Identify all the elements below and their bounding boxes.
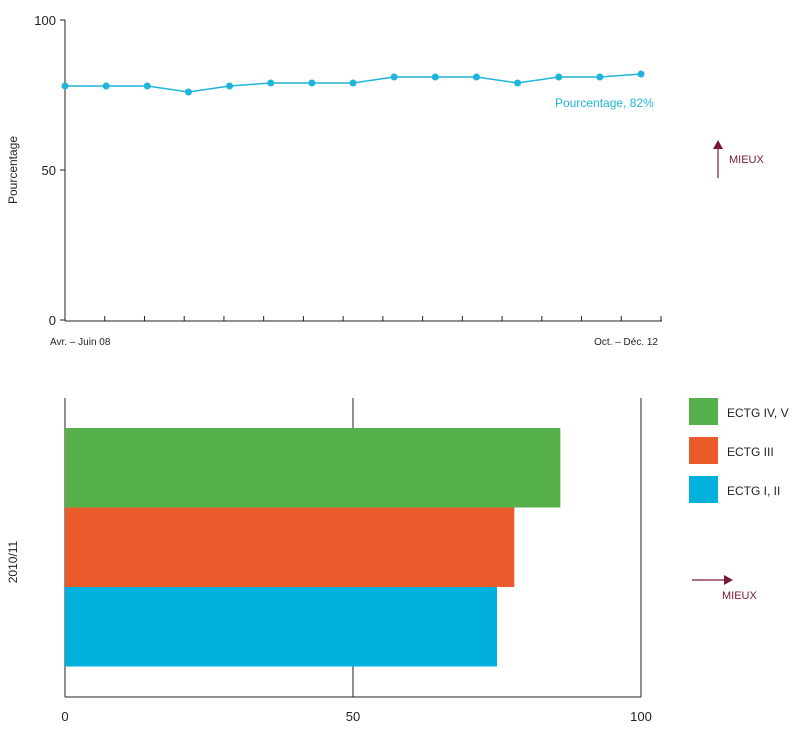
- data-point: [431, 73, 439, 81]
- x-start-label: Avr. – Juin 08: [50, 337, 111, 348]
- data-point: [349, 79, 357, 87]
- bar-chart: 0 50 100 2010/11 ECTG IV, V ECTG III ECTG I,…: [6, 398, 789, 724]
- data-point: [472, 73, 480, 81]
- data-point: [308, 79, 316, 87]
- data-point: [102, 82, 110, 90]
- line-chart: Pourcentage 0 50 100 Avr. – Juin 08 Oct. –…: [6, 13, 765, 348]
- direction-label-up: MIEUX: [729, 154, 765, 166]
- data-point: [596, 73, 604, 81]
- x-end-label: Oct. – Déc. 12: [594, 337, 658, 348]
- data-point: [637, 70, 645, 78]
- data-point: [226, 82, 234, 90]
- bar-x-ticks: 0 50 100: [61, 709, 651, 724]
- legend-swatch: [689, 398, 718, 425]
- line-y-ticks: 0 50 100: [34, 13, 65, 328]
- arrow-up-icon: [713, 140, 723, 178]
- category-label: 2010/11: [6, 540, 20, 583]
- legend-label: ECTG III: [727, 445, 774, 459]
- data-point: [143, 82, 151, 90]
- bar: [65, 428, 561, 508]
- y-tick-label: 0: [49, 313, 56, 328]
- data-point: [61, 82, 69, 90]
- legend-label: ECTG IV, V: [727, 406, 789, 420]
- data-point: [390, 73, 398, 81]
- y-axis-label: Pourcentage: [6, 136, 20, 204]
- legend-swatch: [689, 476, 718, 503]
- bars: [65, 428, 561, 667]
- line-x-ticks: [64, 316, 662, 321]
- data-point: [184, 88, 192, 96]
- series-end-label: Pourcentage, 82%: [555, 96, 654, 110]
- bar: [65, 507, 515, 587]
- legend-swatch: [689, 437, 718, 464]
- data-point: [514, 79, 522, 87]
- data-point: [267, 79, 275, 87]
- line-points: [61, 70, 645, 96]
- y-tick-label: 100: [34, 13, 56, 28]
- x-tick-label: 50: [346, 709, 360, 724]
- bar: [65, 587, 497, 667]
- legend: ECTG IV, V ECTG III ECTG I, II: [689, 398, 789, 503]
- direction-label-right: MIEUX: [722, 590, 758, 602]
- legend-label: ECTG I, II: [727, 484, 780, 498]
- arrow-right-icon: [692, 575, 733, 585]
- x-tick-label: 0: [61, 709, 68, 724]
- x-tick-label: 100: [630, 709, 652, 724]
- y-tick-label: 50: [42, 163, 56, 178]
- data-point: [555, 73, 563, 81]
